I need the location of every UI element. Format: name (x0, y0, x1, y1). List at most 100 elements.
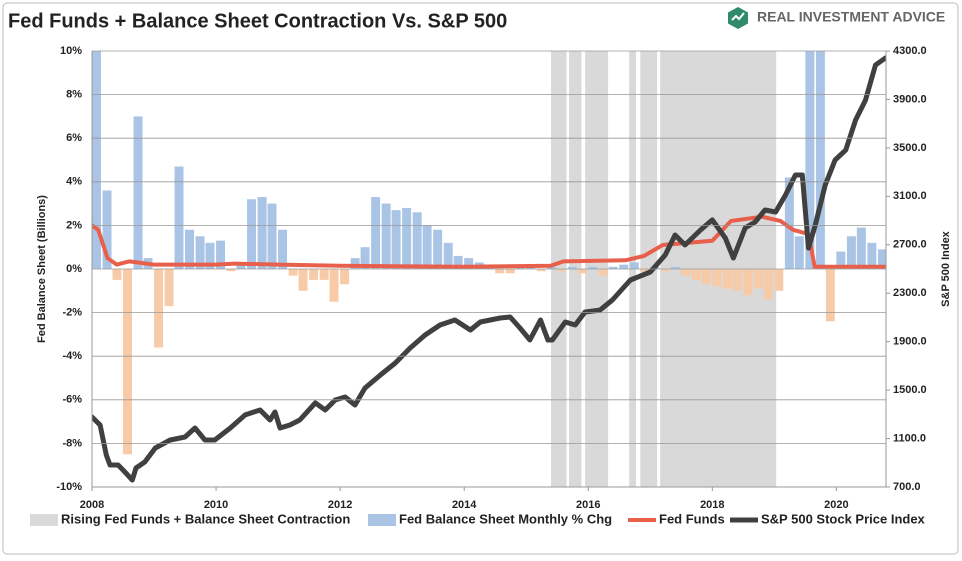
bar (588, 266, 598, 269)
bar (505, 269, 515, 274)
bar (391, 210, 401, 269)
y2-tick-label: 1100.0 (893, 432, 926, 444)
bar (495, 269, 505, 274)
bar (846, 236, 856, 269)
bar (712, 269, 722, 287)
bar (794, 236, 804, 269)
y2-tick-label: 1500.0 (893, 384, 927, 396)
bar (433, 229, 443, 269)
legend-swatch (30, 514, 58, 526)
bar (753, 269, 763, 289)
bar (546, 266, 556, 269)
x-tick-label: 2016 (576, 499, 600, 511)
bar (815, 51, 825, 269)
bar (722, 269, 732, 289)
bar (836, 251, 846, 269)
y2-tick-label: 700.0 (893, 481, 921, 493)
bar (681, 269, 691, 276)
legend-label: Fed Balance Sheet Monthly % Chg (399, 511, 612, 526)
y-tick-label: 4% (66, 176, 82, 188)
bar (267, 203, 277, 269)
bar (732, 269, 742, 291)
bar (278, 229, 288, 269)
legend-label: S&P 500 Stock Price Index (761, 511, 926, 526)
bar (577, 269, 587, 274)
bar (784, 177, 794, 269)
bar (598, 269, 608, 276)
bar (319, 269, 329, 280)
bar (236, 264, 246, 269)
bar (805, 51, 815, 269)
x-tick-label: 2020 (824, 499, 848, 511)
y2-tick-label: 2700.0 (893, 239, 927, 251)
bar (619, 264, 629, 269)
y-tick-label: -10% (56, 481, 82, 493)
y-tick-label: -4% (62, 350, 82, 362)
x-tick-label: 2014 (452, 499, 477, 511)
y2-tick-label: 2300.0 (893, 287, 927, 299)
y2-tick-label: 3100.0 (893, 190, 927, 202)
bar (298, 269, 308, 291)
y-tick-label: 8% (66, 89, 82, 101)
y2-tick-label: 4300.0 (893, 45, 927, 57)
y-axis-label: Fed Balance Sheet (Billions) (36, 195, 48, 343)
bar (402, 207, 412, 269)
data-line (92, 55, 886, 483)
bar (185, 229, 195, 269)
bar (205, 242, 215, 269)
bar (329, 269, 339, 302)
bar (247, 199, 257, 269)
y-tick-label: 0% (66, 263, 82, 275)
y2-tick-label: 3900.0 (893, 93, 927, 105)
bar (670, 266, 680, 269)
bar (856, 227, 866, 269)
bar (825, 269, 835, 322)
bar (660, 269, 670, 272)
bar (195, 236, 205, 269)
bar (608, 266, 618, 269)
bar (536, 269, 546, 272)
bar (464, 258, 474, 269)
y-tick-label: 2% (66, 219, 82, 231)
x-tick-label: 2008 (80, 499, 104, 511)
bar (371, 197, 381, 269)
x-tick-label: 2012 (328, 499, 352, 511)
y-tick-label: 6% (66, 132, 82, 144)
y-tick-label: 10% (60, 45, 82, 57)
y-tick-label: -8% (62, 437, 82, 449)
y2-tick-label: 3500.0 (893, 142, 927, 154)
y2-axis-label: S&P 500 Index (940, 230, 952, 306)
bar (257, 197, 267, 269)
bar (340, 269, 350, 285)
bar (422, 225, 432, 269)
y-tick-label: -2% (62, 307, 82, 319)
brand-name: REAL INVESTMENT ADVICE (757, 9, 945, 25)
bar (691, 269, 701, 280)
y2-tick-label: 1900.0 (893, 336, 927, 348)
bar (123, 269, 132, 455)
bar (867, 242, 877, 269)
bar (763, 269, 773, 300)
bar (629, 262, 639, 269)
bar (701, 269, 711, 285)
brand-logo (728, 7, 748, 29)
bar (102, 190, 112, 269)
bar (453, 255, 463, 269)
bar (774, 269, 784, 291)
bar (92, 51, 101, 269)
bar (309, 269, 319, 280)
bar (154, 269, 163, 348)
bar (164, 269, 174, 307)
bar (639, 269, 649, 272)
bar (360, 247, 370, 269)
bar (443, 242, 453, 269)
bar (877, 249, 886, 269)
bar (216, 240, 226, 269)
x-tick-label: 2010 (204, 499, 228, 511)
bar (288, 269, 298, 276)
legend-label: Fed Funds (659, 511, 725, 526)
x-tick-label: 2018 (700, 499, 724, 511)
bar (743, 269, 753, 296)
